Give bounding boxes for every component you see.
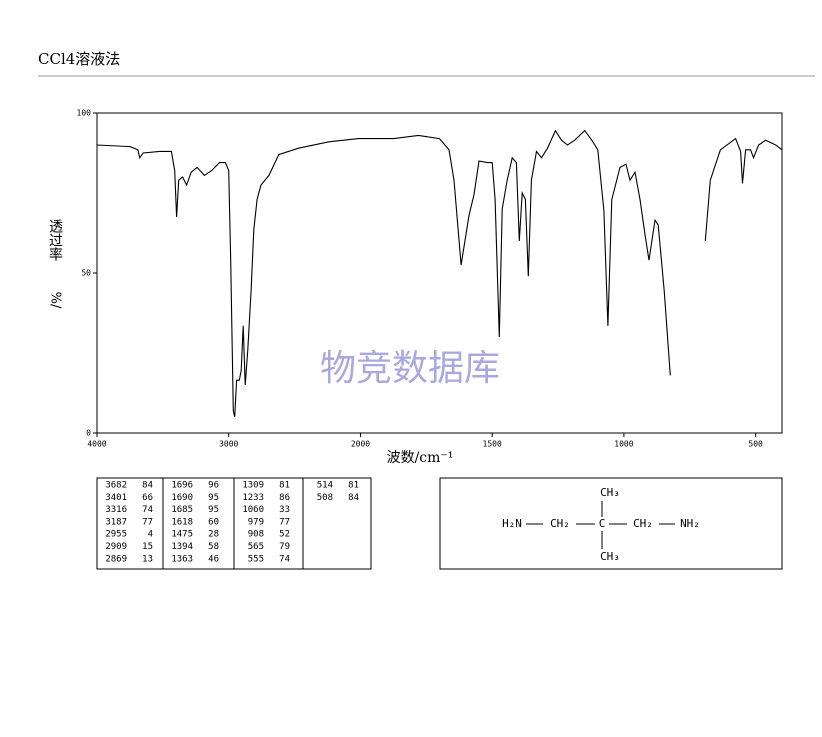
y-tick-label: 0 bbox=[86, 429, 91, 438]
peak-transmittance: 77 bbox=[279, 517, 290, 527]
peak-transmittance: 96 bbox=[208, 481, 219, 491]
peak-transmittance: 84 bbox=[142, 481, 153, 491]
peak-wavenumber: 1690 bbox=[171, 493, 193, 503]
peak-transmittance: 95 bbox=[208, 493, 219, 503]
peak-transmittance: 95 bbox=[208, 505, 219, 515]
peak-wavenumber: 1233 bbox=[242, 493, 264, 503]
peak-transmittance: 13 bbox=[142, 554, 153, 564]
peak-transmittance: 81 bbox=[348, 481, 359, 491]
structure-label: NH₂ bbox=[680, 517, 700, 530]
peak-transmittance: 4 bbox=[148, 530, 153, 540]
peak-transmittance: 77 bbox=[142, 517, 153, 527]
x-tick-label: 1000 bbox=[614, 440, 633, 449]
x-axis-label: 波数/cm⁻¹ bbox=[387, 450, 454, 466]
peak-transmittance: 28 bbox=[208, 530, 219, 540]
peak-wavenumber: 3316 bbox=[105, 505, 127, 515]
peak-transmittance: 81 bbox=[279, 481, 290, 491]
structure-label: CH₃ bbox=[600, 486, 620, 499]
peak-wavenumber: 1309 bbox=[242, 481, 264, 491]
x-tick-label: 3000 bbox=[219, 440, 238, 449]
y-axis-label: 透过率 bbox=[47, 219, 63, 261]
bonds bbox=[526, 501, 675, 549]
peak-transmittance: 74 bbox=[279, 554, 290, 564]
structure-box bbox=[439, 477, 783, 570]
peak-transmittance: 74 bbox=[142, 505, 153, 515]
spectrum-line bbox=[96, 129, 783, 418]
peak-wavenumber: 555 bbox=[248, 554, 264, 564]
x-tick-label: 4000 bbox=[87, 440, 106, 449]
peak-transmittance: 86 bbox=[279, 493, 290, 503]
peak-transmittance: 79 bbox=[279, 542, 290, 552]
peak-wavenumber: 979 bbox=[248, 517, 264, 527]
peak-wavenumber: 1696 bbox=[171, 481, 193, 491]
peak-wavenumber: 908 bbox=[248, 530, 264, 540]
peak-transmittance: 58 bbox=[208, 542, 219, 552]
y-axis-unit: %/ bbox=[48, 292, 63, 309]
peak-transmittance: 46 bbox=[208, 554, 219, 564]
peak-wavenumber: 1685 bbox=[171, 505, 193, 515]
peak-wavenumber: 2869 bbox=[105, 554, 127, 564]
peak-wavenumber: 508 bbox=[317, 493, 333, 503]
peak-wavenumber: 3682 bbox=[105, 481, 127, 491]
x-tick-label: 2000 bbox=[351, 440, 370, 449]
peak-transmittance: 66 bbox=[142, 493, 153, 503]
peak-transmittance: 52 bbox=[279, 530, 290, 540]
peak-wavenumber: 514 bbox=[317, 481, 333, 491]
structure-label: H₂N bbox=[502, 517, 522, 530]
peak-wavenumber: 1394 bbox=[171, 542, 193, 552]
peak-wavenumber: 565 bbox=[248, 542, 264, 552]
header-title: CCl4溶液法 bbox=[38, 50, 120, 68]
x-tick-label: 1500 bbox=[483, 440, 502, 449]
peak-transmittance: 33 bbox=[279, 505, 290, 515]
structure-label: CH₂ bbox=[550, 517, 570, 530]
peak-transmittance: 84 bbox=[348, 493, 359, 503]
peak-wavenumber: 1475 bbox=[171, 530, 193, 540]
peak-wavenumber: 3401 bbox=[105, 493, 127, 503]
structure-label: CH₃ bbox=[600, 550, 620, 563]
x-tick-label: 500 bbox=[748, 440, 763, 449]
peak-wavenumber: 2909 bbox=[105, 542, 127, 552]
peak-transmittance: 15 bbox=[142, 542, 153, 552]
peak-wavenumber: 3187 bbox=[105, 517, 127, 527]
structure-label: C bbox=[599, 517, 606, 530]
peak-wavenumber: 1363 bbox=[171, 554, 193, 564]
peak-wavenumber: 2955 bbox=[105, 530, 127, 540]
peak-wavenumber: 1060 bbox=[242, 505, 264, 515]
watermark: 物竞数据库 bbox=[320, 348, 500, 389]
structure-label: CH₂ bbox=[633, 517, 653, 530]
y-tick-label: 50 bbox=[81, 269, 91, 278]
peak-transmittance: 60 bbox=[208, 517, 219, 527]
peak-wavenumber: 1618 bbox=[171, 517, 193, 527]
y-tick-label: 100 bbox=[77, 109, 92, 118]
